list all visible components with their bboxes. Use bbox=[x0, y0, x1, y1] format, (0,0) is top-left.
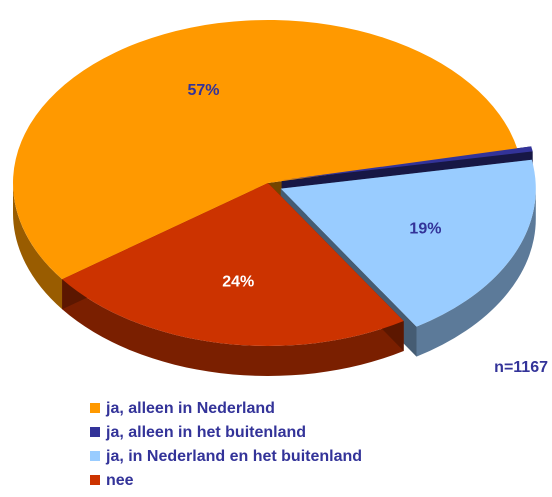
pie-slice bbox=[62, 183, 404, 346]
legend-label: ja, alleen in het buitenland bbox=[105, 424, 306, 441]
pie-slice bbox=[281, 146, 533, 181]
annotation: n=1167 bbox=[494, 359, 548, 376]
pie-tops bbox=[12, 19, 536, 346]
pie-side bbox=[416, 188, 536, 357]
pie-side bbox=[13, 183, 63, 310]
pie-side bbox=[62, 279, 404, 376]
legend-swatch bbox=[90, 427, 100, 437]
pie-slice bbox=[280, 159, 536, 327]
legend-label: nee bbox=[106, 472, 134, 489]
data-label: 24% bbox=[222, 273, 254, 290]
legend-swatch bbox=[90, 451, 100, 461]
pie-slice bbox=[12, 19, 518, 280]
legend-label: ja, in Nederland en het buitenland bbox=[105, 448, 362, 465]
legend-label: ja, alleen in Nederland bbox=[105, 400, 275, 417]
legend-swatch bbox=[90, 475, 100, 485]
data-label: 57% bbox=[187, 82, 219, 99]
data-label: 19% bbox=[409, 221, 441, 238]
legend-swatch bbox=[90, 403, 100, 413]
